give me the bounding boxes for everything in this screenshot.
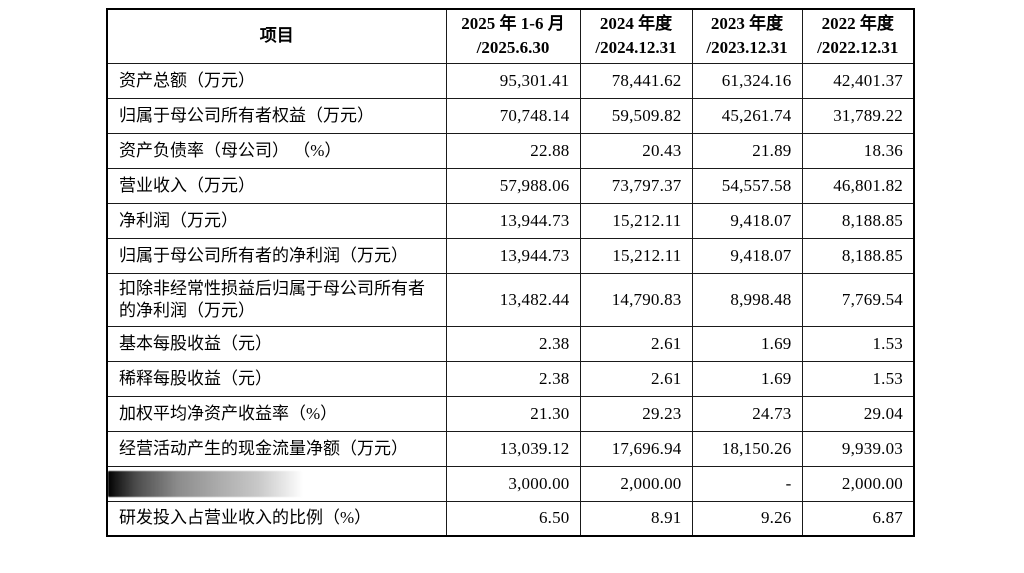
value-cell: 20.43 — [579, 132, 693, 169]
row-label: 加权平均净资产收益率（%） — [106, 395, 447, 432]
table-row: 基本每股收益（元） 2.38 2.61 1.69 1.53 — [106, 325, 915, 362]
table-row: 3,000.00 2,000.00-2,000.00 — [106, 465, 915, 502]
header-period-label: 2022 年度 — [821, 14, 894, 34]
header-period-label: 2024 年度 — [599, 14, 673, 34]
value-cell: 46,801.82 — [801, 167, 915, 204]
value-cell: 18,150.26 — [691, 430, 803, 467]
value-cell: 8,998.48 — [691, 272, 803, 327]
value-cell: 9.26 — [691, 500, 803, 537]
value-cell: 1.53 — [801, 360, 915, 397]
table-row: 扣除非经常性损益后归属于母公司所有者的净利润（万元） 13,482.44 14,79… — [106, 272, 915, 327]
row-label: 基本每股收益（元） — [106, 325, 447, 362]
value-cell: 29.23 — [579, 395, 693, 432]
value-cell: 13,944.73 — [445, 202, 581, 239]
table-row: 归属于母公司所有者的净利润（万元） 13,944.73 15,212.11 9,418… — [106, 237, 915, 274]
value-cell: 73,797.37 — [579, 167, 693, 204]
row-label: 研发投入占营业收入的比例（%） — [106, 500, 447, 537]
row-label: 净利润（万元） — [106, 202, 447, 239]
header-period-2022: 2022 年度 /2022.12.31 — [801, 8, 915, 64]
value-cell: 9,939.03 — [801, 430, 915, 467]
table-row: 资产总额（万元） 95,301.41 78,441.62 61,324.16 42,40… — [106, 62, 915, 99]
row-label: 经营活动产生的现金流量净额（万元） — [106, 430, 447, 467]
value-cell: 21.89 — [691, 132, 803, 169]
header-row: 项目 2025 年 1-6 月 /2025.6.30 2024 年度 /2024… — [106, 8, 915, 64]
table-row: 加权平均净资产收益率（%） 21.30 29.23 24.73 29.04 — [106, 395, 915, 432]
value-cell: 8.91 — [579, 500, 693, 537]
value-cell: 78,441.62 — [579, 62, 693, 99]
header-period-date: /2023.12.31 — [706, 38, 788, 58]
row-label: 扣除非经常性损益后归属于母公司所有者的净利润（万元） — [106, 272, 447, 327]
value-cell: 15,212.11 — [579, 202, 693, 239]
value-cell: 29.04 — [801, 395, 915, 432]
value-cell: 61,324.16 — [691, 62, 803, 99]
value-cell: 8,188.85 — [801, 237, 915, 274]
value-cell: 2.61 — [579, 325, 693, 362]
value-cell: 22.88 — [445, 132, 581, 169]
row-label: 稀释每股收益（元） — [106, 360, 447, 397]
value-cell: 57,988.06 — [445, 167, 581, 204]
row-label-redacted — [106, 465, 447, 502]
value-cell: 13,482.44 — [445, 272, 581, 327]
table-row: 资产负债率（母公司） （%） 22.88 20.43 21.89 18.36 — [106, 132, 915, 169]
header-period-label: 2025 年 1-6 月 — [461, 14, 565, 34]
value-cell: 9,418.07 — [691, 202, 803, 239]
value-cell: 1.69 — [691, 325, 803, 362]
table-row: 归属于母公司所有者权益（万元） 70,748.14 59,509.82 45,261.… — [106, 97, 915, 134]
value-cell: 2,000.00 — [579, 465, 693, 502]
value-cell: 1.53 — [801, 325, 915, 362]
table-row: 稀释每股收益（元） 2.38 2.61 1.69 1.53 — [106, 360, 915, 397]
value-cell: 59,509.82 — [579, 97, 693, 134]
value-cell: 31,789.22 — [801, 97, 915, 134]
row-label: 资产总额（万元） — [106, 62, 447, 99]
value-cell: 18.36 — [801, 132, 915, 169]
header-period-2025: 2025 年 1-6 月 /2025.6.30 — [445, 8, 581, 64]
value-cell: 13,944.73 — [445, 237, 581, 274]
value-cell: 14,790.83 — [579, 272, 693, 327]
value-cell: 9,418.07 — [691, 237, 803, 274]
row-label: 资产负债率（母公司） （%） — [106, 132, 447, 169]
value-cell: 15,212.11 — [579, 237, 693, 274]
value-cell: 3,000.00 — [445, 465, 581, 502]
value-cell: 17,696.94 — [579, 430, 693, 467]
table-body: 资产总额（万元） 95,301.41 78,441.62 61,324.16 42,40… — [106, 62, 915, 537]
redaction-smudge — [108, 470, 303, 497]
value-cell: - — [691, 465, 803, 502]
table-row: 研发投入占营业收入的比例（%） 6.50 8.91 9.26 6.87 — [106, 500, 915, 537]
table-row: 净利润（万元） 13,944.73 15,212.11 9,418.07 8,188.8… — [106, 202, 915, 239]
value-cell: 2,000.00 — [801, 465, 915, 502]
value-cell: 2.38 — [445, 325, 581, 362]
value-cell: 95,301.41 — [445, 62, 581, 99]
value-cell: 42,401.37 — [801, 62, 915, 99]
value-cell: 21.30 — [445, 395, 581, 432]
value-cell: 7,769.54 — [801, 272, 915, 327]
value-cell: 13,039.12 — [445, 430, 581, 467]
header-period-date: /2022.12.31 — [817, 38, 899, 58]
value-cell: 8,188.85 — [801, 202, 915, 239]
table-row: 经营活动产生的现金流量净额（万元） 13,039.12 17,696.94 18,15… — [106, 430, 915, 467]
value-cell: 6.50 — [445, 500, 581, 537]
header-period-label: 2023 年度 — [710, 14, 784, 34]
value-cell: 6.87 — [801, 500, 915, 537]
header-period-2023: 2023 年度 /2023.12.31 — [691, 8, 803, 64]
value-cell: 1.69 — [691, 360, 803, 397]
value-cell: 54,557.58 — [691, 167, 803, 204]
header-period-2024: 2024 年度 /2024.12.31 — [579, 8, 693, 64]
value-cell: 70,748.14 — [445, 97, 581, 134]
value-cell: 2.61 — [579, 360, 693, 397]
header-period-date: /2025.6.30 — [476, 38, 550, 58]
value-cell: 2.38 — [445, 360, 581, 397]
row-label: 营业收入（万元） — [106, 167, 447, 204]
table-row: 营业收入（万元） 57,988.06 73,797.37 54,557.58 46,80… — [106, 167, 915, 204]
header-item-column: 项目 — [106, 8, 447, 64]
row-label: 归属于母公司所有者的净利润（万元） — [106, 237, 447, 274]
financial-summary-table: 项目 2025 年 1-6 月 /2025.6.30 2024 年度 /2024… — [106, 8, 915, 537]
value-cell: 45,261.74 — [691, 97, 803, 134]
row-label: 归属于母公司所有者权益（万元） — [106, 97, 447, 134]
value-cell: 24.73 — [691, 395, 803, 432]
header-period-date: /2024.12.31 — [595, 38, 677, 58]
